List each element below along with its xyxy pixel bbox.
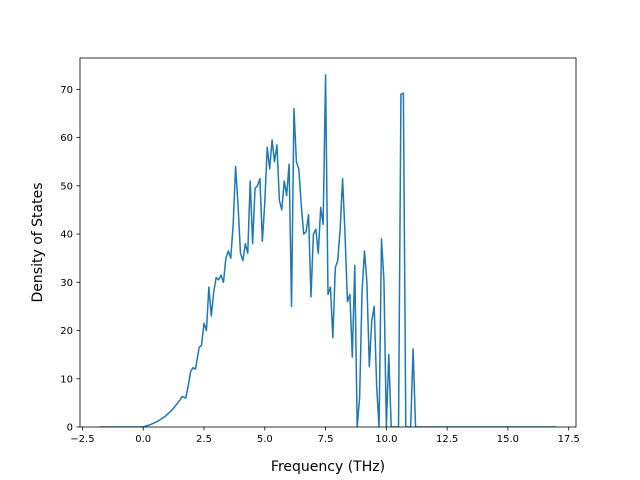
- x-tick-label: 12.5: [436, 434, 458, 445]
- x-tick-label: 5.0: [257, 434, 273, 445]
- y-tick-label: 40: [60, 230, 73, 241]
- x-tick-label: 17.5: [558, 434, 580, 445]
- y-tick-label: 70: [60, 85, 73, 96]
- axes-frame: [79, 57, 577, 428]
- y-tick-label: 30: [60, 278, 73, 289]
- x-tick-label: −2.5: [70, 434, 94, 445]
- x-axis-label: Frequency (THz): [271, 459, 385, 475]
- y-tick-label: 10: [60, 374, 73, 385]
- y-tick-label: 50: [60, 181, 73, 192]
- x-tick-label: 10.0: [375, 434, 397, 445]
- x-tick-label: 2.5: [196, 434, 212, 445]
- plot-layer: [99, 74, 557, 427]
- y-axis-label: Density of States: [30, 183, 46, 303]
- dos-series-line-0: [99, 74, 557, 427]
- y-axis-ticks: 0 10 20 30 40 50 60 70: [60, 85, 80, 434]
- y-tick-label: 60: [60, 133, 73, 144]
- x-axis-ticks: −2.5 0.0 2.5 5.0 7.5 10.0 12.5 15.0 17.5: [70, 427, 580, 445]
- y-tick-label: 0: [67, 423, 73, 434]
- x-tick-label: 15.0: [497, 434, 519, 445]
- x-tick-label: 7.5: [318, 434, 334, 445]
- y-tick-label: 20: [60, 326, 73, 337]
- x-tick-label: 0.0: [135, 434, 151, 445]
